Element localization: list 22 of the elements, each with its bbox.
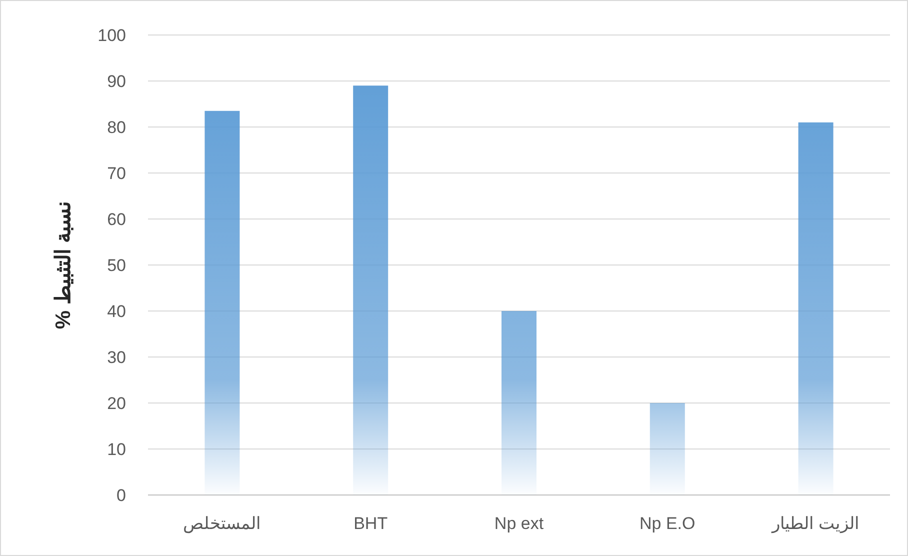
x-tick-label: BHT <box>354 514 388 533</box>
y-tick-label: 20 <box>107 394 126 413</box>
bar <box>650 403 685 495</box>
bar <box>502 311 536 495</box>
y-tick-label: 30 <box>107 348 126 367</box>
y-tick-label: 0 <box>116 486 126 505</box>
y-tick-label: 10 <box>107 440 126 459</box>
bar <box>798 122 834 495</box>
y-tick-label: 60 <box>107 210 126 229</box>
y-tick-label: 40 <box>107 302 126 321</box>
x-tick-label: المستخلص <box>183 514 262 534</box>
y-tick-label: 70 <box>107 164 126 183</box>
y-axis-title: نسبة التثبيط % <box>52 200 75 330</box>
x-tick-label: Np E.O <box>640 514 696 533</box>
bar <box>353 86 388 495</box>
x-tick-label: Np ext <box>494 514 544 533</box>
y-tick-label: 90 <box>107 72 126 91</box>
x-tick-label: الزيت الطيار <box>770 514 860 534</box>
y-tick-label: 80 <box>107 118 126 137</box>
y-tick-label: 100 <box>98 26 126 45</box>
bar <box>204 110 240 495</box>
y-tick-label: 50 <box>107 256 126 275</box>
